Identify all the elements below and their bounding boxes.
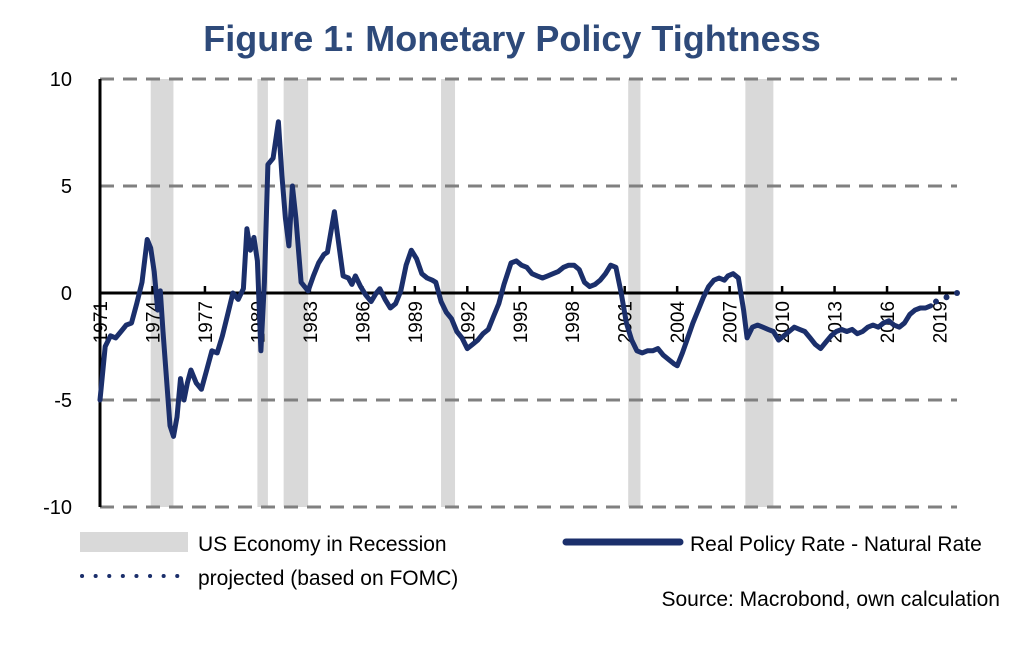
y-tick-labels: 10 5 0 -5 -10: [43, 69, 72, 519]
x-tick-label: 1983: [301, 301, 322, 343]
legend-label-series: Real Policy Rate - Natural Rate: [690, 533, 982, 556]
projected-point: [954, 290, 960, 296]
x-tick-label: 1995: [511, 301, 532, 343]
gridlines: [100, 77, 957, 509]
legend-label-recession: US Economy in Recession: [198, 533, 447, 556]
x-tick-label: 1992: [458, 301, 479, 343]
x-tick-label: 1986: [353, 301, 374, 343]
legend: US Economy in Recession Real Policy Rate…: [80, 532, 982, 590]
axes: [98, 79, 957, 507]
projected-point: [943, 294, 950, 301]
y-tick-label: -10: [43, 497, 72, 519]
x-tick-label: 2019: [931, 301, 952, 343]
y-tick-label: -5: [54, 390, 72, 412]
legend-item-projected: projected (based on FOMC): [80, 567, 458, 590]
x-tick-label: 1998: [563, 301, 584, 343]
legend-swatch-recession: [80, 532, 188, 552]
series-line-real-policy-rate: [97, 119, 934, 439]
source-note: Source: Macrobond, own calculation: [661, 588, 1000, 611]
y-tick-label: 10: [50, 69, 72, 91]
x-tick-label: 2007: [721, 301, 742, 343]
x-tick-label: 1971: [91, 301, 112, 343]
x-tick-labels: 1971 1974 1977 1980 1983 1986 1989 1992 1995 1998…: [91, 286, 952, 343]
chart-title: Figure 1: Monetary Policy Tightness: [203, 18, 821, 59]
legend-item-series: Real Policy Rate - Natural Rate: [562, 533, 982, 556]
x-tick-label: 1977: [196, 301, 217, 343]
legend-item-recession: US Economy in Recession: [80, 532, 447, 556]
x-tick-label: 1989: [406, 301, 427, 343]
legend-label-projected: projected (based on FOMC): [198, 567, 458, 590]
y-tick-label: 0: [61, 283, 72, 305]
x-tick-label: 2004: [668, 301, 689, 344]
series: [97, 119, 960, 439]
y-tick-label: 5: [61, 176, 72, 198]
x-tick-label: 2013: [826, 301, 847, 343]
projected-point: [933, 298, 940, 305]
